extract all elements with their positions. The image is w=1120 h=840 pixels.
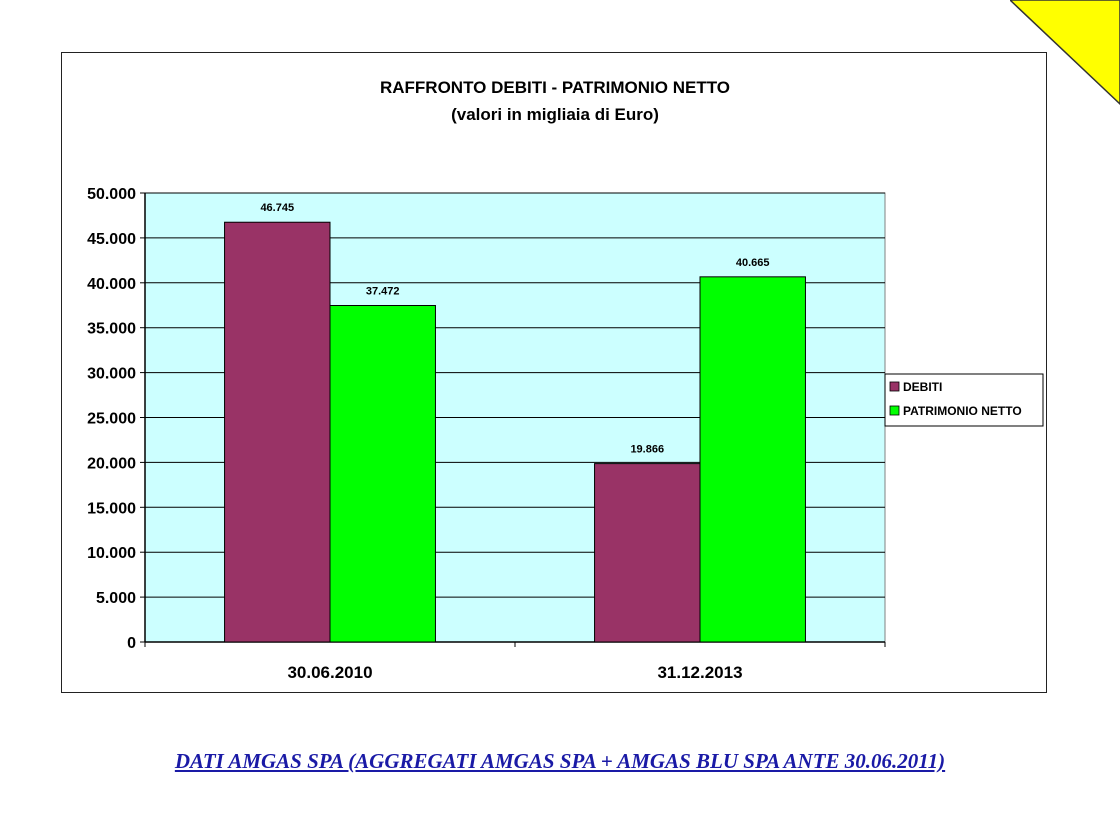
data-label: 40.665 [736,257,770,269]
legend-swatch [889,381,900,392]
y-tick-label: 5.000 [96,590,136,607]
y-tick-label: 50.000 [87,186,136,203]
y-tick-label: 15.000 [87,500,136,517]
data-label: 19.866 [630,444,664,456]
legend-swatch [889,405,900,416]
corner-triangle [1010,0,1120,106]
y-tick-label: 40.000 [87,276,136,293]
bar [224,221,331,643]
x-tick-label: 31.12.2013 [657,663,742,682]
y-tick-label: 10.000 [87,545,136,562]
footer-link[interactable]: DATI AMGAS SPA (AGGREGATI AMGAS SPA + AM… [174,749,946,773]
legend-label: DEBITI [903,380,942,394]
bar [329,305,436,643]
legend-box [884,373,1044,427]
y-tick-label: 0 [127,635,136,652]
y-tick-label: 35.000 [87,321,136,338]
x-tick-label: 30.06.2010 [287,663,372,682]
bar [594,463,701,643]
data-label: 46.745 [260,202,294,214]
data-label: 37.472 [366,286,400,298]
y-tick-label: 45.000 [87,231,136,248]
y-tick-label: 30.000 [87,366,136,383]
chart-body: 0 5.000 10.000 15.000 20.000 25.000 30.000 35.0… [87,186,1044,682]
chart-title: RAFFRONTO DEBITI - PATRIMONIO NETTO [380,78,730,97]
bar-chart: RAFFRONTO DEBITI - PATRIMONIO NETTO (val… [87,78,1044,682]
legend-label: PATRIMONIO NETTO [903,404,1022,418]
bar [699,276,806,643]
y-tick-label: 25.000 [87,411,136,428]
y-tick-label: 20.000 [87,455,136,472]
chart-frame: RAFFRONTO DEBITI - PATRIMONIO NETTO (val… [61,52,1047,693]
chart-subtitle: (valori in migliaia di Euro) [451,105,659,124]
page-corner-fold [1010,0,1120,106]
